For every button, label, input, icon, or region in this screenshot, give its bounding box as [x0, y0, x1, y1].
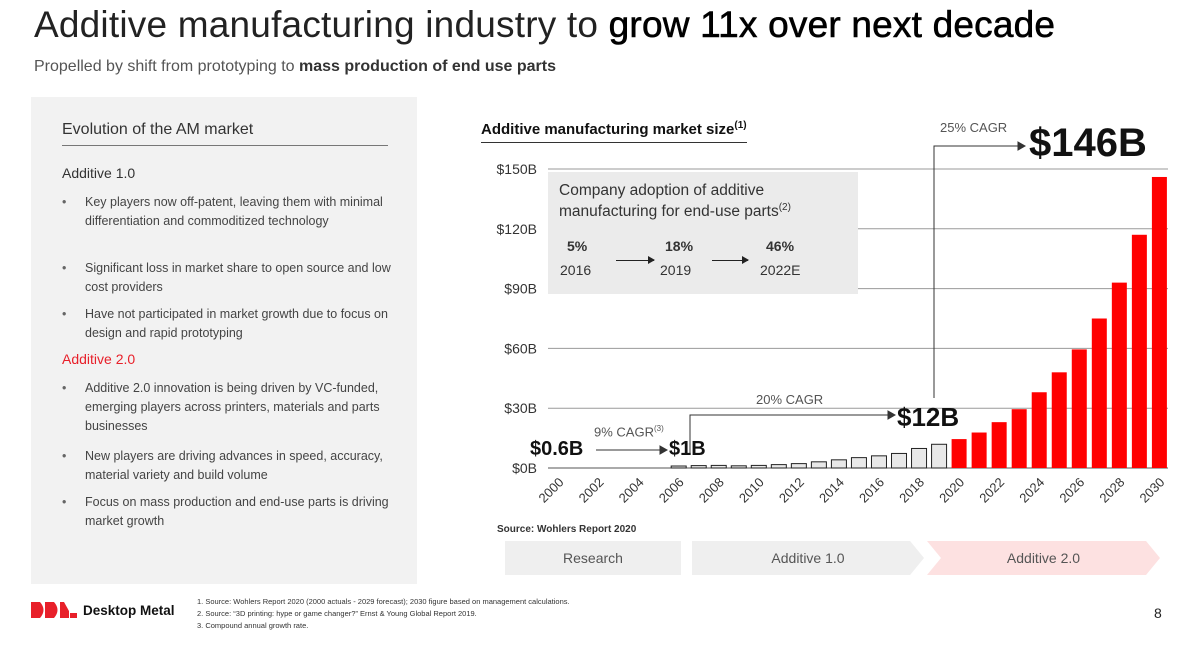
x-tick-label: 2026 — [1056, 475, 1087, 506]
additive-1-bullet: Key players now off-patent, leaving them… — [62, 193, 392, 231]
bar-2026 — [1071, 349, 1087, 468]
cagr-arrow-head — [1017, 141, 1027, 151]
additive-2-heading: Additive 2.0 — [62, 351, 136, 367]
chart-title: Additive manufacturing market size(1) — [481, 120, 747, 143]
arrow-icon — [712, 256, 749, 264]
cagr-25-label: 25% CAGR — [940, 120, 1008, 135]
page-title: Additive manufacturing industry to grow … — [34, 4, 1056, 46]
cagr-9-label: 9% CAGR(3) — [594, 424, 664, 440]
x-tick-label: 2024 — [1016, 475, 1047, 506]
bar-2017 — [891, 452, 908, 469]
y-tick-label: $60B — [504, 340, 537, 356]
bar-2023 — [1011, 409, 1027, 468]
bar-2025 — [1051, 372, 1067, 468]
arrow-icon — [616, 256, 655, 264]
value-2000-label: $0.6B — [530, 438, 584, 460]
value-2030-label: $146B — [1029, 121, 1147, 165]
additive-1-heading: Additive 1.0 — [62, 165, 136, 181]
chart-source: Source: Wohlers Report 2020 — [497, 524, 637, 535]
bar-2016 — [870, 455, 887, 469]
x-tick-label: 2000 — [536, 475, 567, 506]
x-tick-label: 2010 — [736, 475, 767, 506]
bar-2022 — [991, 422, 1007, 468]
bar-2014 — [830, 459, 847, 469]
bar-2012 — [790, 463, 807, 469]
x-tick-label: 2006 — [656, 475, 687, 506]
adoption-callout: Company adoption of additive manufacturi… — [548, 172, 858, 294]
bar-2007 — [690, 465, 707, 469]
bar-2027 — [1091, 318, 1107, 468]
phase-additive-1: Additive 1.0 — [692, 541, 924, 575]
x-tick-label: 2028 — [1096, 475, 1127, 506]
footnotes: 1. Source: Wohlers Report 2020 (2000 act… — [197, 596, 570, 632]
x-tick-label: 2020 — [936, 475, 967, 506]
footnote: 2. Source: “3D printing: hype or game ch… — [197, 609, 477, 618]
x-tick-label: 2008 — [696, 475, 727, 506]
phase-additive-2: Additive 2.0 — [927, 541, 1160, 575]
cagr-20-label: 20% CAGR — [756, 392, 824, 407]
panel-title: Evolution of the AM market — [62, 121, 388, 146]
y-tick-label: $90B — [504, 281, 537, 297]
evolution-panel: Evolution of the AM market Additive 1.0 … — [31, 97, 417, 584]
bar-2021 — [971, 432, 987, 468]
additive-1-bullet: Have not participated in market growth d… — [62, 305, 392, 343]
cagr-arrow-head — [659, 445, 669, 455]
x-tick-label: 2016 — [856, 475, 887, 506]
bar-2006 — [670, 465, 687, 469]
bar-2028 — [1111, 282, 1127, 468]
adoption-item: 46% 2022E — [760, 238, 800, 278]
footnote: 3. Compound annual growth rate. — [197, 621, 309, 630]
adoption-year: 2022E — [760, 262, 801, 278]
adoption-item: 5% 2016 — [560, 238, 591, 278]
y-tick-label: $30B — [504, 400, 537, 416]
adoption-pct: 5% — [567, 238, 588, 254]
bar-2029 — [1131, 234, 1147, 468]
cagr-arrow-head — [887, 410, 897, 420]
adoption-title: Company adoption of additive manufacturi… — [559, 182, 791, 221]
y-tick-label: $150B — [497, 161, 537, 177]
bar-2010 — [750, 464, 767, 469]
x-tick-label: 2022 — [976, 475, 1007, 506]
x-tick-label: 2018 — [896, 475, 927, 506]
additive-2-bullet: Focus on mass production and end-use par… — [62, 493, 392, 531]
x-tick-label: 2004 — [616, 475, 647, 506]
adoption-year: 2016 — [560, 262, 592, 278]
logo-mark-icon — [31, 602, 77, 618]
logo-text: Desktop Metal — [83, 602, 175, 618]
y-tick-label: $0B — [512, 460, 537, 476]
bar-2019 — [931, 443, 948, 469]
adoption-pct: 18% — [665, 238, 694, 254]
cagr-arrow-line — [933, 145, 1018, 398]
page-number: 8 — [1154, 605, 1162, 621]
x-tick-label: 2012 — [776, 475, 807, 506]
bar-2013 — [810, 461, 827, 469]
desktop-metal-logo: Desktop Metal — [31, 602, 175, 618]
additive-2-bullet: New players are driving advances in spee… — [62, 447, 392, 485]
bar-2008 — [710, 464, 727, 469]
cagr-arrow-line — [689, 414, 888, 455]
page-subtitle: Propelled by shift from prototyping to m… — [34, 58, 556, 75]
x-tick-label: 2030 — [1136, 475, 1167, 506]
bar-2030 — [1151, 176, 1167, 468]
x-tick-label: 2014 — [816, 475, 847, 506]
adoption-pct: 46% — [766, 238, 795, 254]
y-tick-label: $120B — [497, 221, 537, 237]
bar-2020 — [951, 439, 967, 468]
value-2006-label: $1B — [669, 438, 706, 460]
bar-2018 — [911, 447, 928, 469]
footnote: 1. Source: Wohlers Report 2020 (2000 act… — [197, 597, 570, 606]
bar-2024 — [1031, 392, 1047, 468]
bar-2009 — [730, 465, 747, 469]
bar-2015 — [850, 457, 867, 469]
x-tick-label: 2002 — [576, 475, 607, 506]
phase-research: Research — [505, 541, 681, 575]
adoption-item: 18% 2019 — [660, 238, 693, 278]
additive-1-bullet: Significant loss in market share to open… — [62, 259, 392, 297]
adoption-year: 2019 — [660, 262, 692, 278]
bar-2011 — [770, 464, 787, 469]
additive-2-bullet: Additive 2.0 innovation is being driven … — [62, 379, 392, 436]
value-2019-label: $12B — [897, 402, 960, 432]
